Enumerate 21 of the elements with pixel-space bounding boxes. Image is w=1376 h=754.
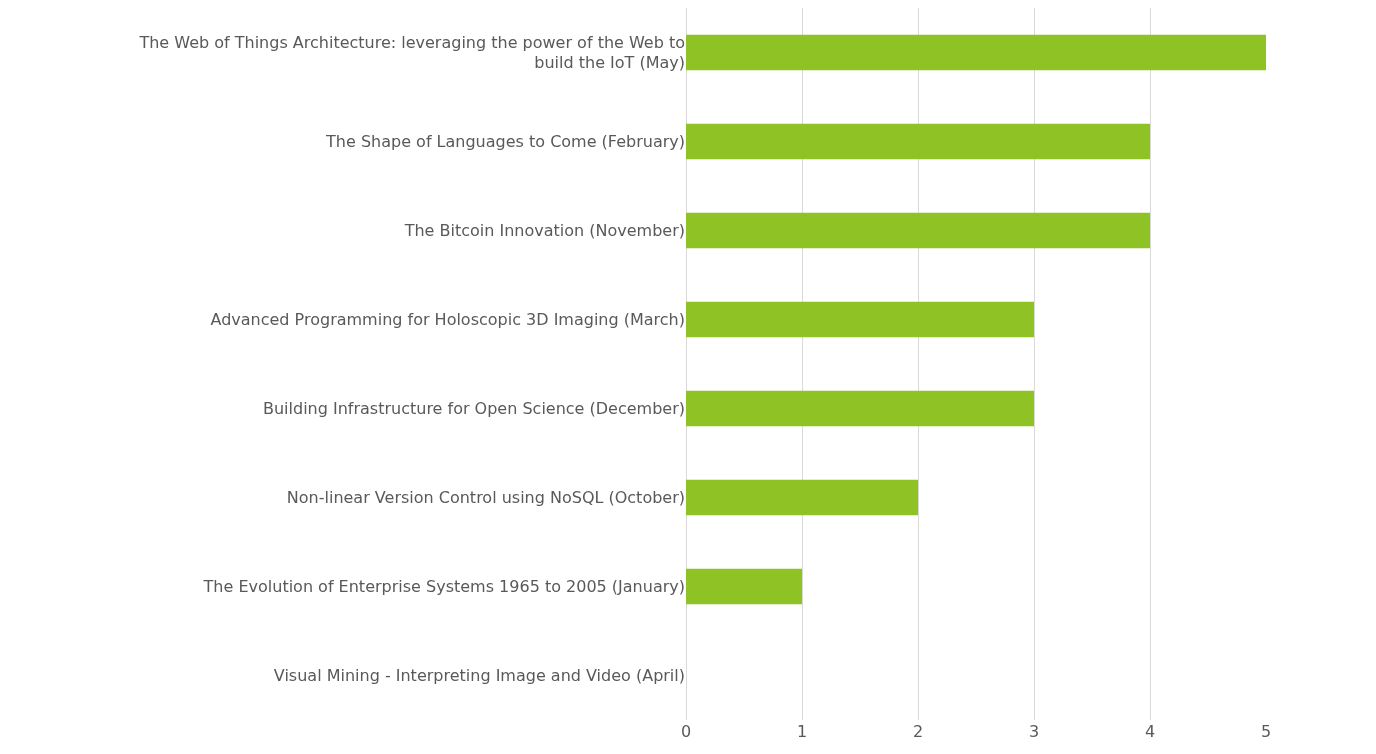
y-tick-label: Visual Mining - Interpreting Image and Video (April) <box>273 666 685 686</box>
y-tick-label: The Evolution of Enterprise Systems 1965 to 2005 (January) <box>202 577 685 597</box>
x-tick-label: 4 <box>1144 722 1156 741</box>
x-tick-label: 2 <box>912 722 924 741</box>
bar <box>686 390 1034 427</box>
bar <box>686 568 802 605</box>
x-tick-label: 3 <box>1028 722 1040 741</box>
x-tick-label: 1 <box>796 722 808 741</box>
bar <box>686 123 1150 160</box>
y-tick-label: The Web of Things Architecture: leveraging the power of the Web to build the IoT (May) <box>138 32 685 73</box>
y-tick-label: The Bitcoin Innovation (November) <box>403 221 685 241</box>
y-tick-label: Non-linear Version Control using NoSQL (October) <box>286 488 685 508</box>
bar <box>686 301 1034 338</box>
bar <box>686 34 1266 71</box>
y-tick-label: Building Infrastructure for Open Science (December) <box>262 399 685 419</box>
x-tick-label: 5 <box>1260 722 1272 741</box>
bar <box>686 212 1150 249</box>
y-tick-label: The Shape of Languages to Come (February) <box>325 132 685 152</box>
x-tick-label: 0 <box>680 722 692 741</box>
bar <box>686 479 918 516</box>
y-tick-label: Advanced Programming for Holoscopic 3D Imaging (March) <box>210 310 685 330</box>
